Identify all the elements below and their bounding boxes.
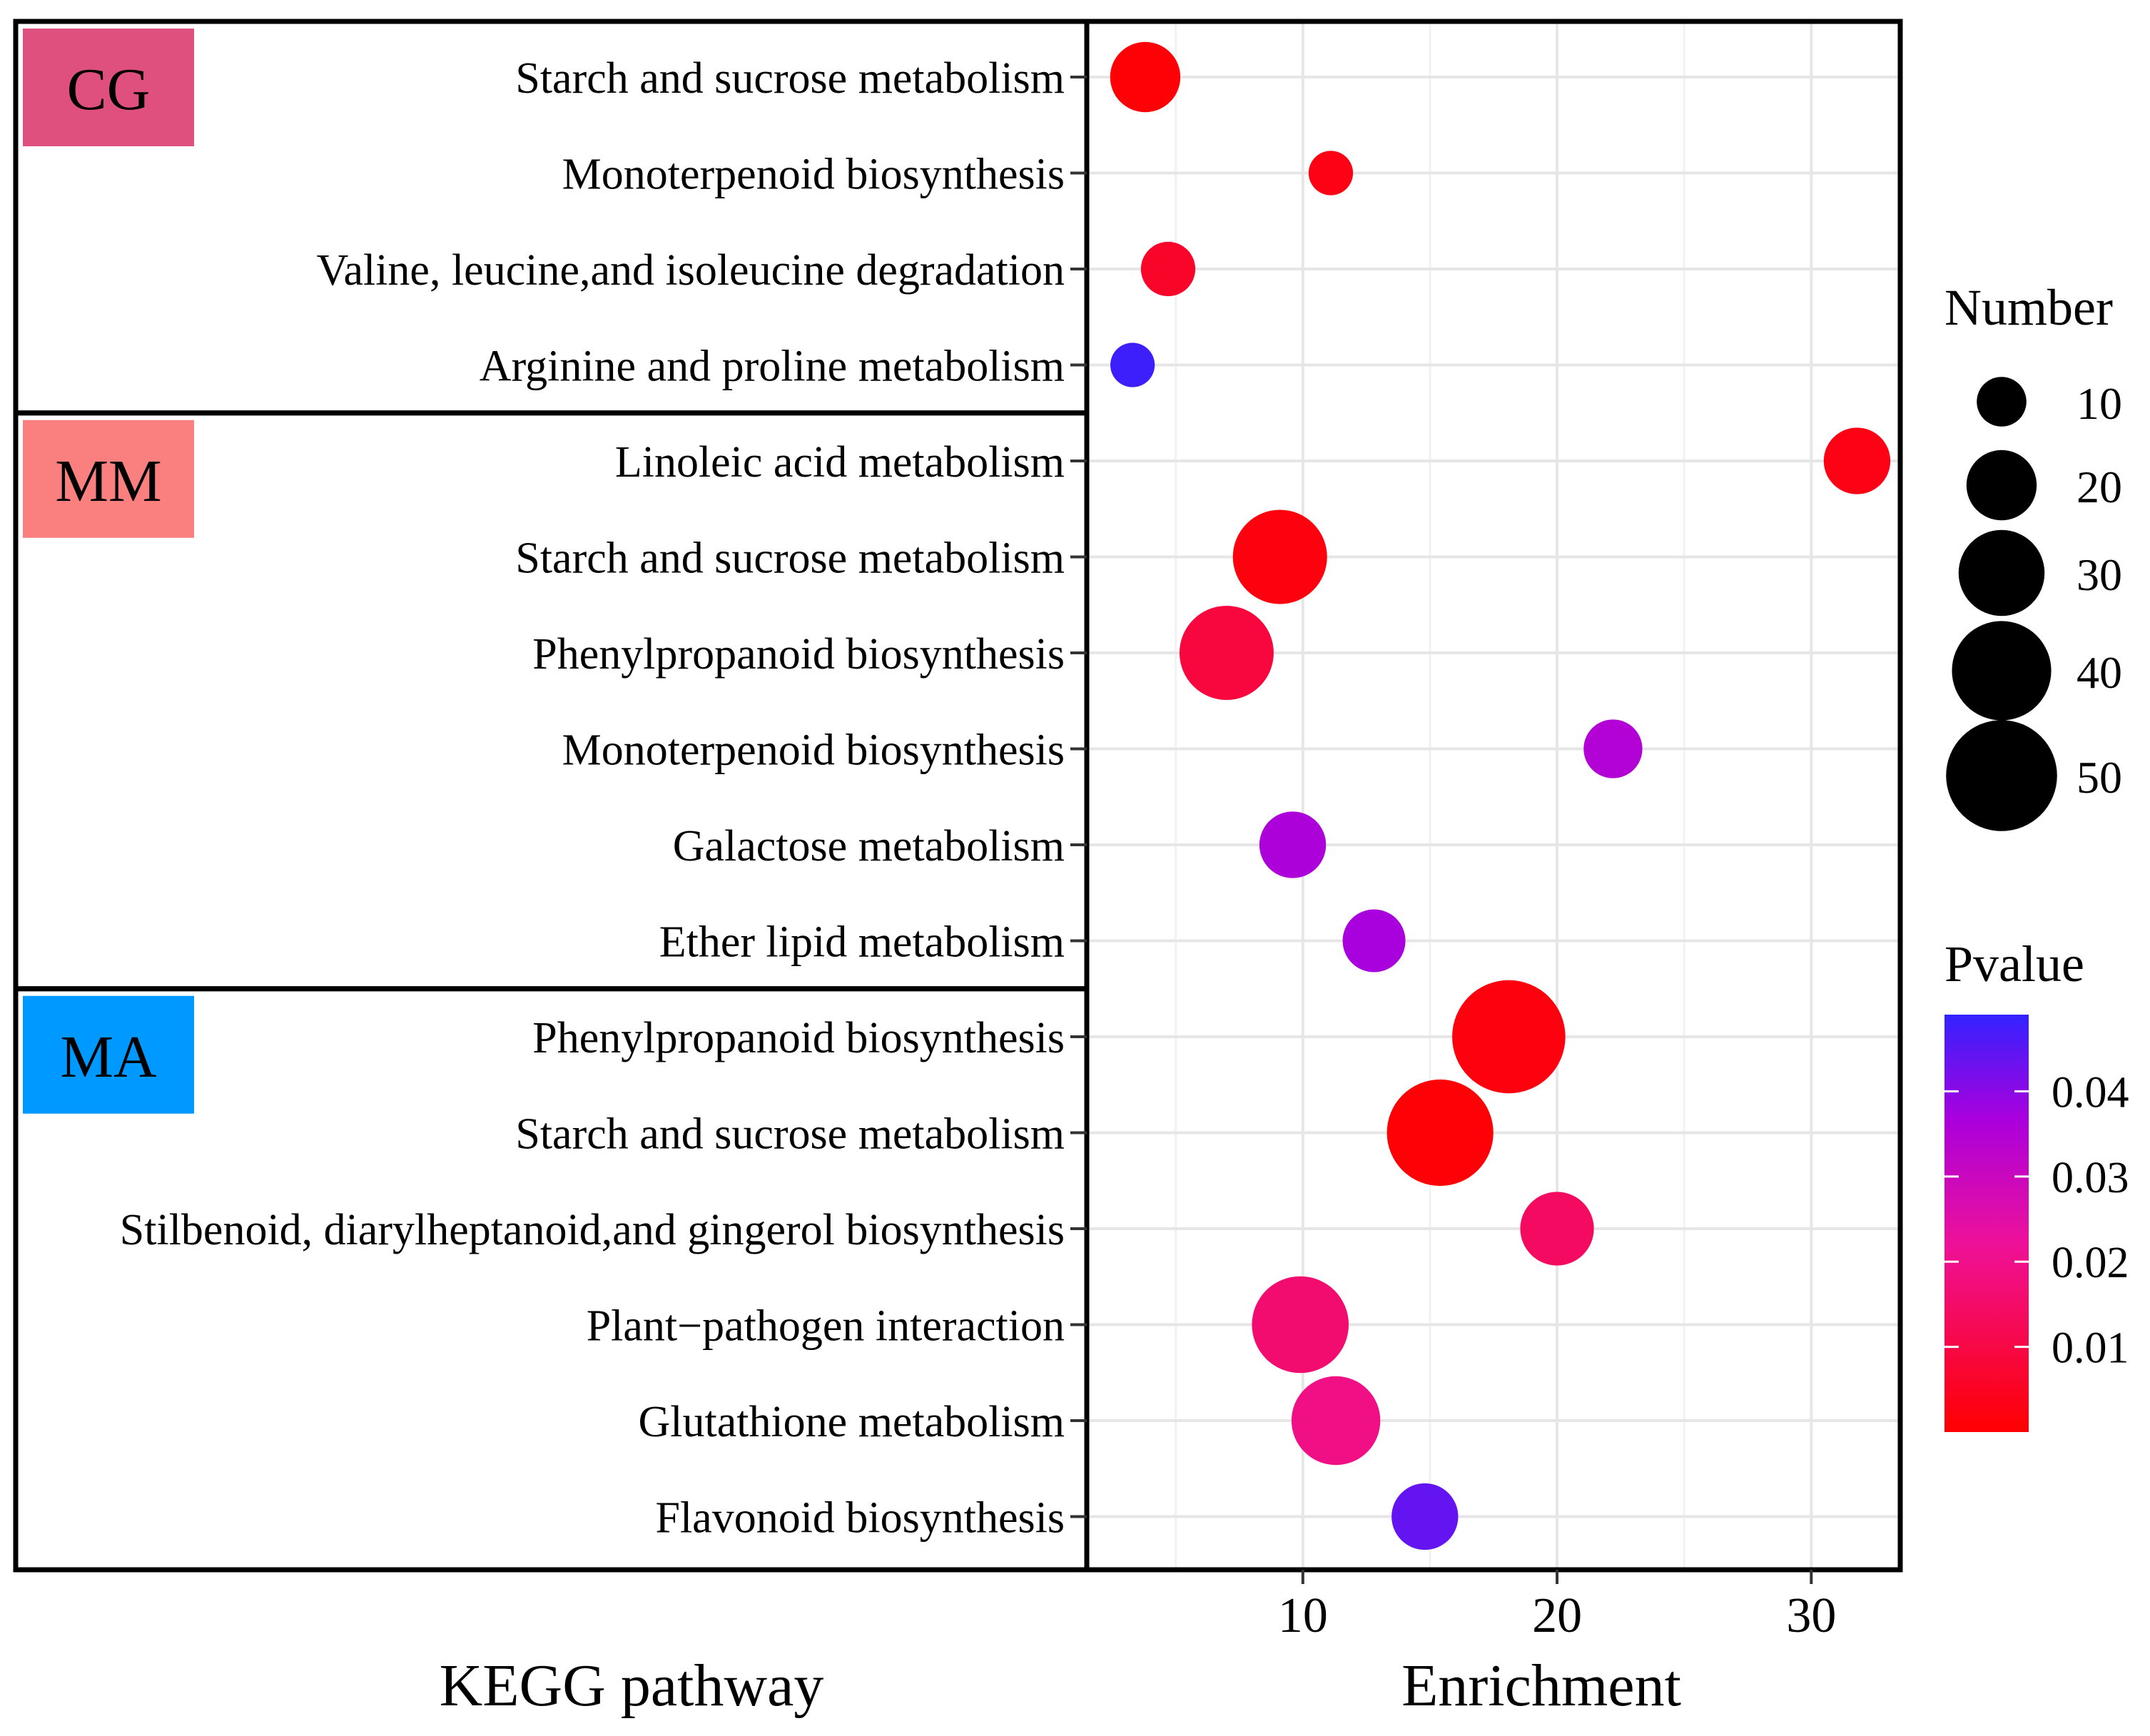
data-point xyxy=(1179,606,1274,700)
y-tick-label: Flavonoid biosynthesis xyxy=(655,1494,1065,1543)
data-point xyxy=(1140,241,1196,297)
pvalue-colorbar xyxy=(1944,1015,2029,1432)
legend-size-label: 50 xyxy=(2077,752,2122,803)
y-tick-label: Linoleic acid metabolism xyxy=(615,438,1065,487)
group-label: CG xyxy=(67,56,151,123)
y-tick-label: Stilbenoid, diarylheptanoid,and gingerol… xyxy=(120,1206,1065,1254)
data-point xyxy=(1110,41,1181,113)
legend-size-swatch xyxy=(1966,450,2037,521)
x-axis-title: Enrichment xyxy=(1401,1653,1681,1719)
legend-size-label: 40 xyxy=(2077,647,2122,698)
y-tick-label: Starch and sucrose metabolism xyxy=(515,1110,1065,1159)
grid-major xyxy=(1087,21,1900,1570)
legend-size-swatch xyxy=(1958,529,2045,616)
data-point xyxy=(1452,980,1566,1094)
colorbar-tick-label: 0.02 xyxy=(2052,1239,2129,1287)
x-axis: 10 20 30 xyxy=(1278,1570,1836,1643)
x-tick-label: 20 xyxy=(1532,1588,1582,1643)
data-point xyxy=(1391,1483,1459,1550)
x-tick-label: 10 xyxy=(1278,1588,1328,1643)
y-tick-label: Plant−pathogen interaction xyxy=(587,1302,1065,1351)
data-point xyxy=(1520,1192,1594,1266)
data-point xyxy=(1252,1276,1349,1374)
data-point xyxy=(1823,427,1891,494)
legend-pvalue-title: Pvalue xyxy=(1944,935,2084,993)
y-axis-title: KEGG pathway xyxy=(440,1653,824,1719)
data-point xyxy=(1386,1079,1494,1187)
group-label: MA xyxy=(60,1024,157,1090)
y-tick-label: Valine, leucine,and isoleucine degradati… xyxy=(317,246,1065,295)
legend-number: Number 10 20 30 40 50 xyxy=(1944,279,2122,831)
y-tick-label: Phenylpropanoid biosynthesis xyxy=(532,630,1065,679)
label-panels: CG MM MA xyxy=(13,19,1090,1573)
plot-area xyxy=(1084,19,1903,1573)
y-tick-label: Starch and sucrose metabolism xyxy=(515,534,1065,583)
legend-size-label: 20 xyxy=(2077,462,2122,512)
legend-size-swatch xyxy=(1952,621,2052,721)
y-tick-label: Monoterpenoid biosynthesis xyxy=(562,726,1065,775)
data-point xyxy=(1291,1376,1381,1466)
colorbar-tick-label: 0.04 xyxy=(2052,1068,2129,1117)
legend-size-label: 10 xyxy=(2077,378,2122,429)
colorbar-tick-label: 0.03 xyxy=(2052,1154,2129,1202)
data-point xyxy=(1342,909,1406,973)
colorbar-tick-label: 0.01 xyxy=(2052,1324,2129,1373)
points-layer xyxy=(1110,41,1891,1550)
group-badge xyxy=(23,995,194,1114)
group-panel xyxy=(13,986,1090,1573)
legend-pvalue: Pvalue 0.01 0.02 0.03 0.04 xyxy=(1944,935,2129,1432)
plot-background xyxy=(1087,21,1900,1570)
group-label: MM xyxy=(55,448,161,514)
y-tick-label: Phenylpropanoid biosynthesis xyxy=(532,1014,1065,1062)
group-badge xyxy=(23,29,194,146)
legend-size-swatch xyxy=(1977,377,2027,427)
x-tick-label: 30 xyxy=(1786,1588,1836,1643)
y-tick-label: Galactose metabolism xyxy=(673,822,1065,870)
y-tick-label: Monoterpenoid biosynthesis xyxy=(562,151,1065,199)
data-point xyxy=(1232,509,1327,604)
data-point xyxy=(1583,719,1643,778)
y-axis-labels: Starch and sucrose metabolism Monoterpeno… xyxy=(120,54,1087,1543)
y-tick-label: Ether lipid metabolism xyxy=(659,918,1065,967)
y-tick-label: Starch and sucrose metabolism xyxy=(515,54,1065,103)
legend-number-title: Number xyxy=(1944,279,2113,336)
legend-size-label: 30 xyxy=(2077,549,2122,600)
data-point xyxy=(1308,151,1354,196)
data-point xyxy=(1259,811,1327,878)
legend-size-swatch xyxy=(1946,720,2057,831)
y-tick-label: Arginine and proline metabolism xyxy=(480,342,1065,391)
group-badge xyxy=(23,420,194,538)
data-point xyxy=(1110,342,1155,387)
y-tick-label: Glutathione metabolism xyxy=(638,1398,1065,1446)
